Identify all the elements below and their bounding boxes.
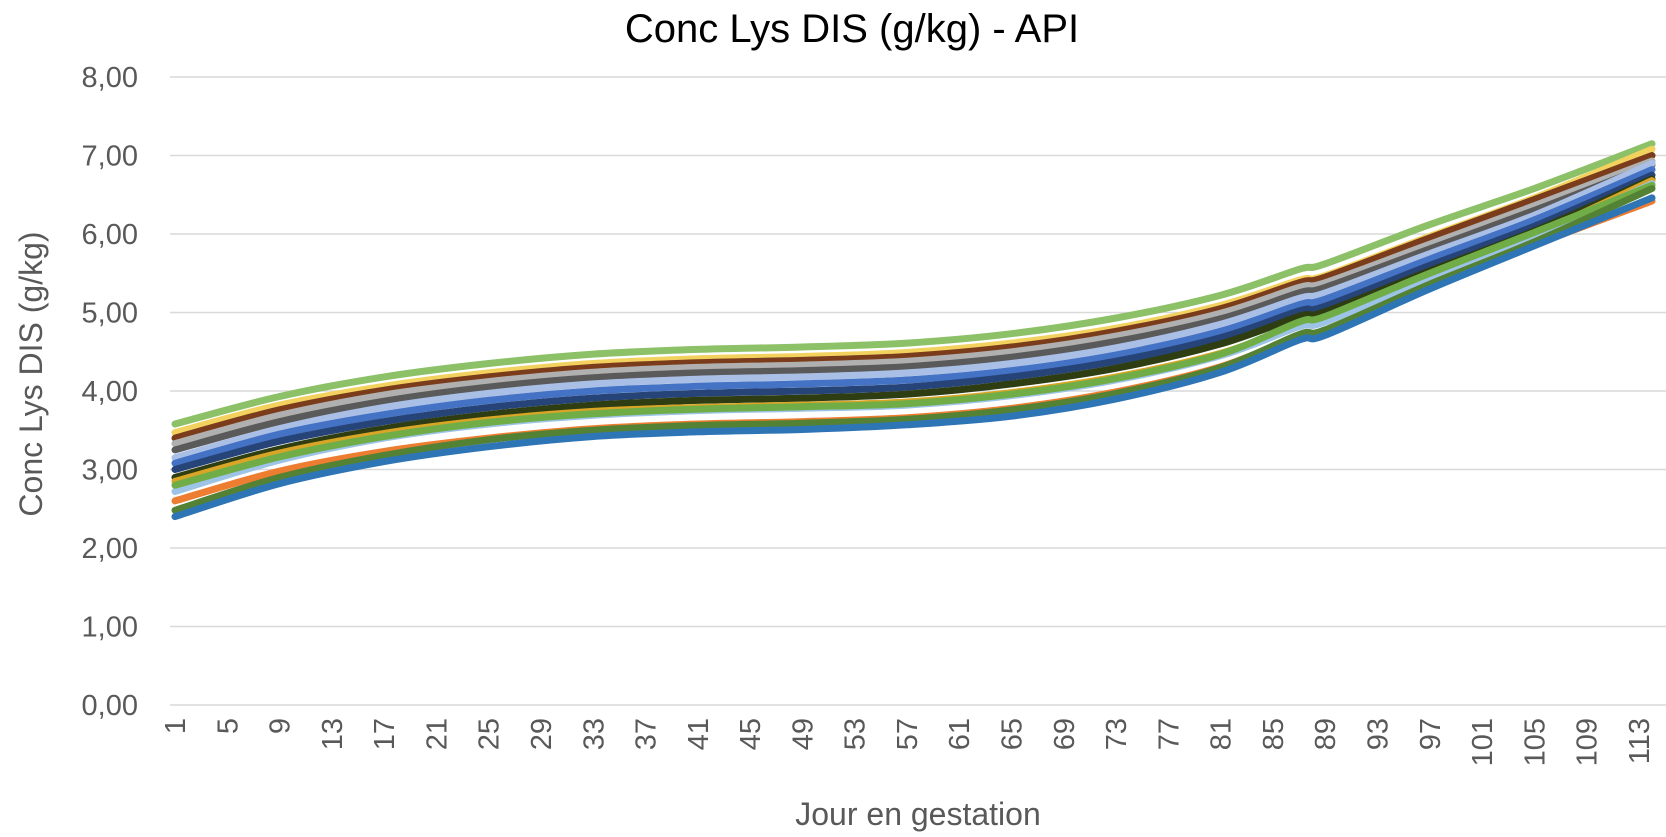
x-tick-label: 105 bbox=[1519, 718, 1551, 766]
y-tick-label: 0,00 bbox=[82, 690, 138, 722]
x-tick-label: 45 bbox=[735, 718, 767, 750]
y-tick-label: 3,00 bbox=[82, 455, 138, 487]
x-tick-label: 109 bbox=[1572, 718, 1604, 766]
series-line-6 bbox=[171, 159, 1656, 462]
x-tick-label: 57 bbox=[892, 718, 924, 750]
x-tick-label: 85 bbox=[1258, 718, 1290, 750]
x-tick-label: 81 bbox=[1206, 718, 1238, 750]
x-tick-label: 29 bbox=[526, 718, 558, 750]
x-tick-label: 25 bbox=[474, 718, 506, 750]
x-tick-label: 97 bbox=[1415, 718, 1447, 750]
x-tick-label: 5 bbox=[212, 718, 244, 734]
x-tick-label: 49 bbox=[787, 718, 819, 750]
y-axis-ticks: 0,00 1,00 2,00 3,00 4,00 5,00 6,00 7,00 8,00 bbox=[82, 62, 138, 722]
series-line-1 bbox=[171, 140, 1656, 428]
series-line-7 bbox=[171, 166, 1656, 467]
series-line-3 bbox=[171, 152, 1656, 442]
series-line-5 bbox=[171, 161, 1656, 454]
series-lines bbox=[171, 140, 1656, 521]
x-tick-label: 61 bbox=[944, 718, 976, 750]
x-tick-label: 73 bbox=[1101, 718, 1133, 750]
x-tick-label: 89 bbox=[1310, 718, 1342, 750]
y-tick-label: 8,00 bbox=[82, 62, 138, 94]
x-tick-label: 1 bbox=[160, 718, 192, 734]
x-tick-label: 93 bbox=[1363, 718, 1395, 750]
x-tick-label: 41 bbox=[683, 718, 715, 750]
y-tick-label: 1,00 bbox=[82, 612, 138, 644]
y-axis-label: Conc Lys DIS (g/kg) bbox=[13, 231, 49, 516]
x-tick-label: 21 bbox=[421, 718, 453, 750]
x-axis-label: Jour en gestation bbox=[795, 796, 1041, 832]
x-axis-ticks: 1 5 9 13 17 21 25 29 33 37 41 45 49 53 57 61 65 69 73 77 81 8… bbox=[160, 718, 1656, 766]
x-tick-label: 113 bbox=[1624, 718, 1656, 764]
x-tick-label: 33 bbox=[578, 718, 610, 750]
series-line-14 bbox=[171, 185, 1656, 514]
x-tick-label: 65 bbox=[997, 718, 1029, 750]
y-tick-label: 6,00 bbox=[82, 219, 138, 251]
x-tick-label: 77 bbox=[1153, 718, 1185, 750]
series-line-11 bbox=[171, 180, 1656, 495]
x-tick-label: 13 bbox=[317, 718, 349, 750]
x-tick-label: 9 bbox=[265, 718, 297, 734]
x-tick-label: 101 bbox=[1467, 718, 1499, 766]
series-line-12 bbox=[171, 181, 1656, 489]
x-tick-label: 69 bbox=[1049, 718, 1081, 750]
series-line-4 bbox=[171, 157, 1656, 448]
y-tick-label: 7,00 bbox=[82, 141, 138, 173]
y-tick-label: 2,00 bbox=[82, 533, 138, 565]
chart-title: Conc Lys DIS (g/kg) - API bbox=[625, 7, 1079, 51]
series-line-15 bbox=[171, 194, 1656, 521]
x-tick-label: 17 bbox=[369, 718, 401, 750]
y-tick-label: 4,00 bbox=[82, 376, 138, 408]
x-tick-label: 37 bbox=[631, 718, 663, 750]
y-tick-label: 5,00 bbox=[82, 298, 138, 330]
x-tick-label: 53 bbox=[840, 718, 872, 750]
series-line-8 bbox=[171, 171, 1656, 473]
